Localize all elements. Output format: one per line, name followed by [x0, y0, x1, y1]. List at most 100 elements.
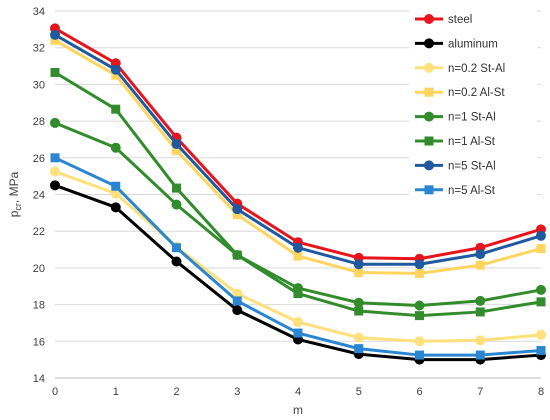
- data-point: [111, 104, 121, 114]
- data-point: [475, 335, 486, 346]
- data-point: [111, 181, 121, 191]
- data-point: [424, 87, 434, 97]
- data-point: [475, 350, 485, 360]
- x-axis-ticks: 0 1 2 3 4 5 6 7 8: [52, 386, 544, 398]
- data-point: [293, 317, 303, 328]
- legend-item: n=5 Al-St: [415, 185, 496, 197]
- y-tick-label: 20: [33, 263, 45, 275]
- data-point: [232, 204, 243, 215]
- data-point: [475, 249, 486, 260]
- data-point: [110, 188, 121, 199]
- data-point: [110, 64, 121, 75]
- data-point: [475, 260, 485, 270]
- y-tick-label: 28: [33, 116, 45, 128]
- data-point: [232, 210, 242, 220]
- data-point: [424, 185, 434, 195]
- data-point: [414, 300, 425, 311]
- data-point: [414, 259, 425, 270]
- data-point: [536, 230, 546, 241]
- x-tick-label: 5: [356, 386, 362, 398]
- legend: steel aluminum n=0.2 St-Al n=0.2 Al-St n=1 S…: [409, 7, 537, 207]
- y-tick-label: 30: [33, 79, 45, 91]
- data-point: [232, 305, 243, 316]
- y-tick-label: 18: [33, 300, 45, 312]
- data-point: [424, 160, 434, 171]
- svg-text:pcr, MPa: pcr, MPa: [7, 171, 23, 217]
- data-point: [171, 256, 182, 267]
- data-point: [353, 259, 364, 270]
- x-tick-label: 3: [234, 386, 240, 398]
- data-point: [232, 288, 243, 299]
- data-point: [415, 311, 424, 321]
- legend-label: n=0.2 St-Al: [448, 63, 505, 75]
- x-tick-label: 7: [477, 386, 483, 398]
- x-tick-label: 2: [173, 386, 179, 398]
- x-tick-label: 0: [52, 386, 58, 398]
- data-point: [354, 344, 364, 354]
- data-point: [353, 332, 364, 343]
- data-point: [424, 62, 434, 73]
- legend-item: steel: [415, 14, 472, 26]
- y-axis-label-symbol: p: [7, 210, 21, 217]
- legend-label: n=0.2 Al-St: [448, 87, 505, 99]
- y-tick-label: 22: [33, 226, 45, 238]
- x-tick-label: 4: [295, 386, 301, 398]
- data-point: [424, 136, 434, 146]
- data-point: [424, 14, 434, 24]
- data-point: [110, 202, 121, 213]
- y-axis-ticks: 14 16 18 20 22 24 26 28 30 32 34: [33, 6, 45, 385]
- y-tick-label: 34: [33, 6, 45, 18]
- data-point: [536, 284, 546, 295]
- data-point: [536, 329, 546, 340]
- data-point: [111, 70, 121, 80]
- x-tick-label: 1: [113, 386, 119, 398]
- data-point: [232, 250, 242, 260]
- data-point: [475, 307, 485, 317]
- series-n-0-2-st-al: [50, 166, 546, 347]
- legend-item: n=1 St-Al: [415, 111, 496, 124]
- x-tick-label: 8: [538, 386, 544, 398]
- legend-item: n=1 Al-St: [415, 136, 496, 148]
- data-point: [354, 306, 364, 316]
- data-point: [536, 345, 546, 355]
- legend-label: n=1 St-Al: [448, 112, 496, 124]
- data-point: [172, 183, 181, 193]
- y-tick-label: 16: [33, 336, 45, 348]
- legend-label: n=5 Al-St: [448, 185, 496, 197]
- y-tick-label: 14: [33, 373, 45, 385]
- legend-label: n=1 Al-St: [448, 136, 496, 148]
- data-point: [110, 142, 121, 153]
- data-point: [293, 242, 303, 253]
- data-point: [536, 297, 546, 307]
- legend-label: steel: [448, 14, 472, 26]
- series-layer: [50, 23, 546, 365]
- data-point: [293, 251, 303, 261]
- data-point: [50, 180, 60, 191]
- data-point: [50, 67, 60, 77]
- data-point: [536, 244, 546, 254]
- legend-box: [409, 7, 537, 207]
- data-point: [353, 297, 364, 308]
- data-point: [50, 166, 60, 177]
- data-point: [50, 153, 60, 163]
- data-point: [293, 328, 303, 338]
- legend-label: n=5 St-Al: [448, 160, 496, 172]
- data-point: [424, 111, 434, 122]
- data-point: [424, 38, 434, 49]
- legend-item: n=0.2 St-Al: [415, 62, 505, 75]
- y-tick-label: 24: [33, 190, 45, 202]
- data-point: [172, 243, 181, 253]
- y-tick-label: 32: [33, 43, 45, 55]
- data-point: [354, 267, 364, 277]
- legend-item: aluminum: [415, 38, 498, 50]
- y-tick-label: 26: [33, 153, 45, 165]
- legend-item: n=5 St-Al: [415, 160, 496, 172]
- legend-label: aluminum: [448, 38, 498, 50]
- data-point: [415, 350, 424, 360]
- series-n-5-st-al: [50, 29, 546, 270]
- data-point: [171, 139, 182, 150]
- data-point: [50, 29, 60, 40]
- series-n-5-al-st: [50, 153, 546, 360]
- data-point: [414, 336, 425, 347]
- data-point: [475, 295, 486, 306]
